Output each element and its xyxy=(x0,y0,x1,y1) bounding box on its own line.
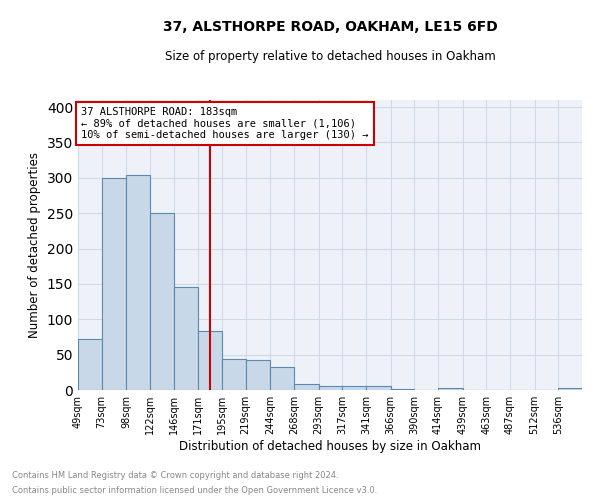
Bar xyxy=(245,360,271,390)
Bar xyxy=(438,388,463,390)
Bar xyxy=(343,386,366,390)
Bar xyxy=(319,386,343,390)
X-axis label: Distribution of detached houses by size in Oakham: Distribution of detached houses by size … xyxy=(179,440,481,453)
Y-axis label: Number of detached properties: Number of detached properties xyxy=(28,152,41,338)
Bar xyxy=(271,368,294,390)
Bar xyxy=(127,175,150,390)
Bar xyxy=(559,388,582,390)
Bar xyxy=(101,178,127,390)
Text: Contains public sector information licensed under the Open Government Licence v3: Contains public sector information licen… xyxy=(12,486,377,495)
Text: 37 ALSTHORPE ROAD: 183sqm
← 89% of detached houses are smaller (1,106)
10% of se: 37 ALSTHORPE ROAD: 183sqm ← 89% of detac… xyxy=(81,107,368,140)
Text: 37, ALSTHORPE ROAD, OAKHAM, LE15 6FD: 37, ALSTHORPE ROAD, OAKHAM, LE15 6FD xyxy=(163,20,497,34)
Bar xyxy=(366,386,391,390)
Bar xyxy=(391,388,415,390)
Bar xyxy=(150,213,173,390)
Text: Contains HM Land Registry data © Crown copyright and database right 2024.: Contains HM Land Registry data © Crown c… xyxy=(12,471,338,480)
Bar xyxy=(78,339,101,390)
Bar xyxy=(199,332,222,390)
Text: Size of property relative to detached houses in Oakham: Size of property relative to detached ho… xyxy=(164,50,496,63)
Bar xyxy=(222,359,245,390)
Bar xyxy=(294,384,319,390)
Bar xyxy=(173,288,199,390)
